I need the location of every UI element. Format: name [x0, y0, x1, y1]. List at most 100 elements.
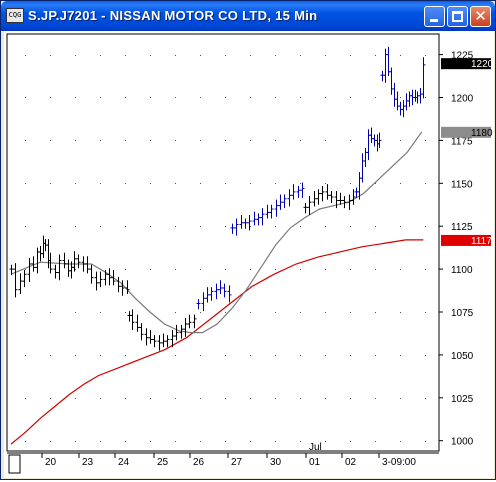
y-tick-label: 1125 [451, 222, 473, 233]
grid-dot [325, 398, 326, 399]
grid-dot [75, 140, 76, 141]
grid-dot [200, 97, 201, 98]
y-tick-label: 1025 [451, 394, 474, 405]
grid-dot [150, 140, 151, 141]
y-tick-label: 1200 [451, 93, 474, 104]
price-marker-label: 1117 [471, 236, 492, 247]
grid-dot [325, 183, 326, 184]
y-tick-label: 1175 [451, 136, 473, 147]
grid-dot [400, 183, 401, 184]
grid-dot [300, 140, 301, 141]
grid-dot [425, 441, 426, 442]
grid-dot [250, 140, 251, 141]
grid-dot [250, 312, 251, 313]
grid-dot [225, 97, 226, 98]
grid-dot [400, 269, 401, 270]
grid-dot [25, 140, 26, 141]
grid-dot [425, 269, 426, 270]
grid-dot [75, 441, 76, 442]
grid-dot [175, 183, 176, 184]
grid-dot [375, 55, 376, 56]
y-tick-label: 1075 [451, 308, 474, 319]
grid-dot [275, 398, 276, 399]
minimize-icon [430, 19, 438, 22]
grid-dot [300, 226, 301, 227]
close-icon: ✕ [474, 7, 487, 25]
grid-dot [425, 55, 426, 56]
maximize-button[interactable] [447, 6, 468, 27]
grid-dot [200, 140, 201, 141]
grid-dot [25, 183, 26, 184]
grid-dot [100, 55, 101, 56]
grid-dot [25, 355, 26, 356]
grid-dot [25, 269, 26, 270]
x-tick-label: 25 [157, 457, 169, 468]
grid-dot [275, 140, 276, 141]
price-chart[interactable]: 1000 1025 1050 1075 1100 1125 1150 1175 1200 1225… [4, 31, 494, 478]
month-label: Jul [309, 442, 322, 453]
x-tick-label: 26 [193, 457, 205, 468]
grid-dot [150, 226, 151, 227]
cqg-app-icon[interactable]: CQG [6, 8, 24, 23]
time-scroll-handle[interactable] [8, 454, 21, 474]
grid-dot [50, 312, 51, 313]
grid-dot [350, 269, 351, 270]
y-tick-label: 1150 [451, 179, 473, 190]
grid-dot [50, 55, 51, 56]
price-marker [441, 126, 491, 138]
grid-dot [425, 355, 426, 356]
grid-dot [50, 97, 51, 98]
grid-dot [25, 55, 26, 56]
grid-dot [300, 398, 301, 399]
grid-dot [175, 355, 176, 356]
grid-dot [325, 312, 326, 313]
grid-dot [275, 269, 276, 270]
price-marker [441, 58, 491, 70]
grid-dot [200, 441, 201, 442]
short-moving-average-line [10, 131, 423, 334]
grid-dot [275, 183, 276, 184]
grid-dot [75, 226, 76, 227]
grid-dot [100, 183, 101, 184]
y-tick-label: 1225 [451, 51, 474, 62]
grid-dot [325, 226, 326, 227]
grid-dot [175, 441, 176, 442]
minimize-button[interactable] [424, 6, 445, 27]
grid-dot [225, 183, 226, 184]
grid-dot [425, 140, 426, 141]
long-moving-average-line [10, 239, 424, 445]
grid-dot [225, 312, 226, 313]
window-title: S.JP.J7201 - NISSAN MOTOR CO LTD, 15 Min [28, 8, 318, 23]
grid-dot [50, 226, 51, 227]
grid-dot [150, 183, 151, 184]
grid-dot [250, 55, 251, 56]
grid-dot [400, 398, 401, 399]
chart-area[interactable]: 1000 1025 1050 1075 1100 1125 1150 1175 1200 1225… [4, 31, 494, 478]
title-bar[interactable]: CQG S.JP.J7201 - NISSAN MOTOR CO LTD, 15… [1, 1, 495, 31]
grid-dot [250, 441, 251, 442]
grid-dot [225, 355, 226, 356]
grid-dot [350, 226, 351, 227]
grid-dot [275, 55, 276, 56]
grid-dot [50, 140, 51, 141]
grid-dot [225, 226, 226, 227]
grid-dot [125, 398, 126, 399]
grid-dot [50, 398, 51, 399]
grid-dot [25, 441, 26, 442]
grid-dot [200, 55, 201, 56]
y-tick-label: 1100 [451, 265, 473, 276]
grid-dot [175, 55, 176, 56]
grid-dot [75, 55, 76, 56]
close-button[interactable]: ✕ [470, 6, 491, 27]
grid-dot [325, 97, 326, 98]
x-tick-label: 27 [231, 457, 243, 468]
grid-dot [250, 97, 251, 98]
grid-dot [250, 269, 251, 270]
grid-dot [125, 226, 126, 227]
grid-dot [375, 312, 376, 313]
x-tick-label: 30 [270, 457, 282, 468]
grid-dot [300, 55, 301, 56]
grid-dot [200, 183, 201, 184]
grid-dot [25, 226, 26, 227]
grid-dot [275, 441, 276, 442]
